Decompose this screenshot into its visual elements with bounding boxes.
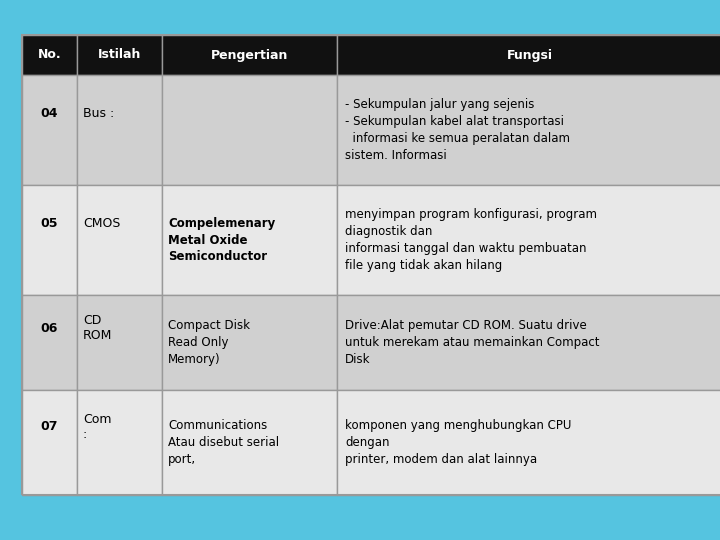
Text: CD
ROM: CD ROM [83,314,112,342]
Bar [22,185,77,295]
Text: - Sekumpulan jalur yang sejenis
- Sekumpulan kabel alat transportasi
  informasi: - Sekumpulan jalur yang sejenis - Sekump… [345,98,570,162]
Text: 07: 07 [41,420,58,433]
Bar [22,75,77,185]
Text: Bus :: Bus : [83,107,114,120]
Text: komponen yang menghubungkan CPU
dengan
printer, modem dan alat lainnya: komponen yang menghubungkan CPU dengan p… [345,419,572,466]
Text: Com
:: Com : [83,413,112,441]
Bar [77,35,162,75]
Bar [22,390,77,495]
Text: 05: 05 [41,217,58,230]
Bar [162,75,337,185]
Bar [162,35,337,75]
Text: Compelemenary
Metal Oxide
Semiconductor: Compelemenary Metal Oxide Semiconductor [168,217,275,264]
Text: 06: 06 [41,322,58,335]
Bar [77,185,162,295]
Bar [22,295,77,390]
Text: Istilah: Istilah [98,49,141,62]
Bar [337,75,720,185]
Bar [337,35,720,75]
Bar [337,295,720,390]
Text: 04: 04 [41,107,58,120]
Text: Pengertian: Pengertian [211,49,288,62]
Text: Drive:Alat pemutar CD ROM. Suatu drive
untuk merekam atau memainkan Compact
Disk: Drive:Alat pemutar CD ROM. Suatu drive u… [345,319,600,366]
Bar [162,390,337,495]
Text: Compact Disk
Read Only
Memory): Compact Disk Read Only Memory) [168,319,250,366]
Text: No.: No. [37,49,61,62]
Text: CMOS: CMOS [83,217,120,230]
Bar [77,295,162,390]
Bar [77,390,162,495]
Text: Fungsi: Fungsi [506,49,552,62]
Bar [162,295,337,390]
Bar [22,35,77,75]
Text: Communications
Atau disebut serial
port,: Communications Atau disebut serial port, [168,419,279,466]
Bar [337,390,720,495]
Bar [22,35,720,495]
Bar [77,75,162,185]
Text: menyimpan program konfigurasi, program
diagnostik dan
informasi tanggal dan wakt: menyimpan program konfigurasi, program d… [345,208,597,272]
Bar [337,185,720,295]
Bar [162,185,337,295]
